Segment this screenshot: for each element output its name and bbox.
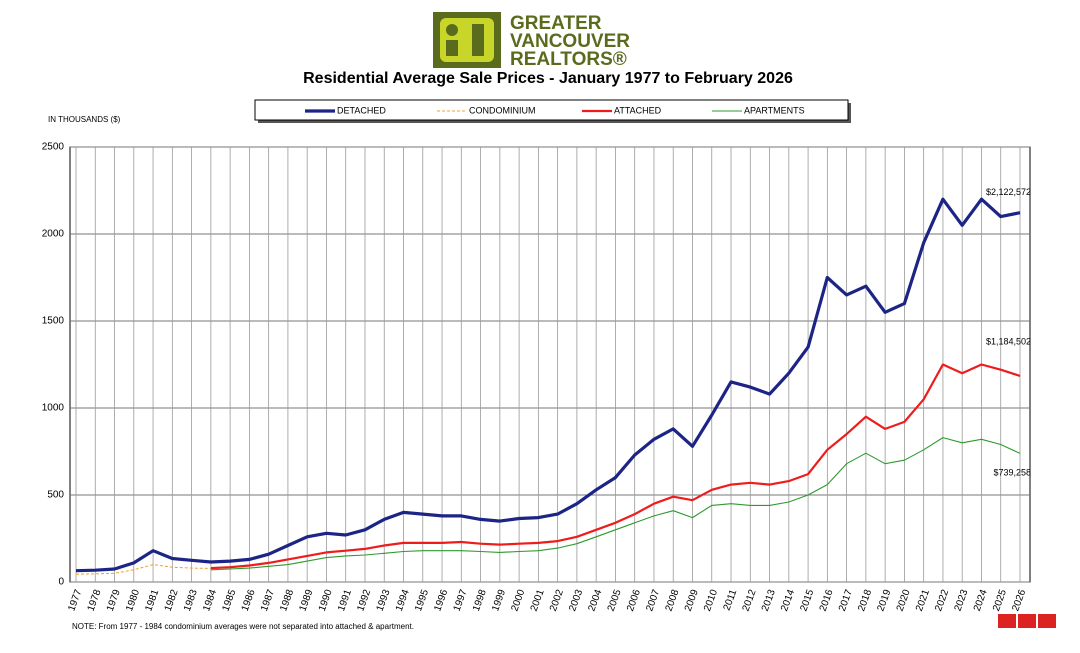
x-tick-label: 2009 [683, 588, 701, 613]
x-tick-label: 1993 [375, 588, 393, 613]
x-tick-label: 2000 [509, 588, 527, 613]
logo-dot [446, 24, 458, 36]
mls-box [998, 614, 1016, 628]
x-tick-label: 2020 [895, 588, 913, 613]
x-tick-label: 2018 [856, 588, 874, 613]
x-tick-label: 1983 [182, 588, 200, 613]
x-tick-label: 1978 [86, 588, 104, 613]
x-tick-label: 2013 [760, 588, 778, 613]
x-tick-label: 1990 [317, 588, 335, 613]
logo-bar [446, 40, 458, 56]
x-tick-label: 1999 [490, 588, 508, 613]
y-tick-label: 2000 [42, 229, 65, 240]
x-tick-label: 2010 [702, 588, 720, 613]
x-tick-label: 1979 [105, 588, 123, 613]
x-tick-label: 2026 [1010, 588, 1028, 613]
x-tick-label: 2024 [972, 588, 990, 613]
series-line [75, 197, 1021, 573]
end-label: $2,122,572 [986, 187, 1031, 197]
x-tick-label: 1981 [143, 588, 161, 613]
x-tick-label: 2015 [798, 588, 816, 613]
x-tick-label: 2001 [529, 588, 547, 613]
x-tick-label: 2012 [741, 588, 759, 613]
x-tick-label: 1997 [452, 588, 470, 613]
x-tick-label: 1989 [298, 588, 316, 613]
series-line [210, 437, 1021, 571]
x-tick-label: 1977 [66, 588, 84, 613]
chart-title: Residential Average Sale Prices - Januar… [303, 70, 793, 87]
x-tick-label: 2008 [664, 588, 682, 613]
legend-label: DETACHED [337, 105, 386, 115]
x-tick-label: 1986 [240, 588, 258, 613]
x-tick-label: 1995 [413, 588, 431, 613]
x-tick-label: 1984 [201, 588, 219, 613]
x-tick-label: 2007 [644, 588, 662, 613]
legend-label: APARTMENTS [744, 105, 805, 115]
x-tick-label: 2016 [818, 588, 836, 613]
y-tick-label: 1500 [42, 316, 65, 327]
logo-text: GREATER [510, 13, 602, 34]
x-tick-label: 2021 [914, 588, 932, 613]
legend [254, 99, 849, 121]
x-tick-label: 2022 [933, 588, 951, 613]
x-tick-label: 2004 [587, 588, 605, 613]
x-tick-label: 2019 [875, 588, 893, 613]
x-tick-label: 1994 [394, 588, 412, 613]
x-tick-label: 2011 [722, 588, 740, 612]
x-tick-label: 1996 [432, 588, 450, 613]
logo-text: REALTORS® [510, 49, 627, 70]
x-tick-label: 1982 [163, 588, 181, 613]
x-tick-label: 2005 [606, 588, 624, 613]
logo-text: VANCOUVER [510, 31, 630, 52]
x-tick-label: 2006 [625, 588, 643, 613]
y-tick-label: 500 [47, 490, 64, 501]
x-tick-label: 1991 [336, 588, 354, 613]
mls-box [1038, 614, 1056, 628]
logo-bar [472, 24, 484, 56]
x-tick-label: 1987 [259, 588, 277, 613]
y-tick-label: 0 [58, 577, 64, 588]
note: NOTE: From 1977 - 1984 condominium avera… [72, 622, 414, 631]
x-tick-label: 1998 [471, 588, 489, 613]
x-tick-label: 1988 [278, 588, 296, 613]
x-tick-label: 1985 [220, 588, 238, 613]
x-tick-label: 2017 [837, 588, 855, 613]
mls-logo [998, 614, 1056, 628]
x-tick-label: 2023 [953, 588, 971, 613]
x-tick-label: 2003 [567, 588, 585, 613]
y-axis-label: IN THOUSANDS ($) [48, 115, 121, 124]
x-tick-label: 2014 [779, 588, 797, 613]
x-tick-label: 1992 [355, 588, 373, 613]
legend-label: CONDOMINIUM [469, 105, 536, 115]
legend-label: ATTACHED [614, 105, 662, 115]
x-tick-label: 2025 [991, 588, 1009, 613]
logo: GREATER VANCOUVER REALTORS® [433, 12, 630, 70]
end-label: $739,258 [993, 468, 1031, 478]
x-tick-label: 2002 [548, 588, 566, 613]
end-label: $1,184,502 [986, 336, 1031, 346]
y-tick-label: 2500 [42, 142, 65, 153]
y-tick-label: 1000 [42, 403, 65, 414]
x-tick-label: 1980 [124, 588, 142, 613]
mls-box [1018, 614, 1036, 628]
series-line [75, 564, 211, 575]
series-line [210, 363, 1021, 570]
